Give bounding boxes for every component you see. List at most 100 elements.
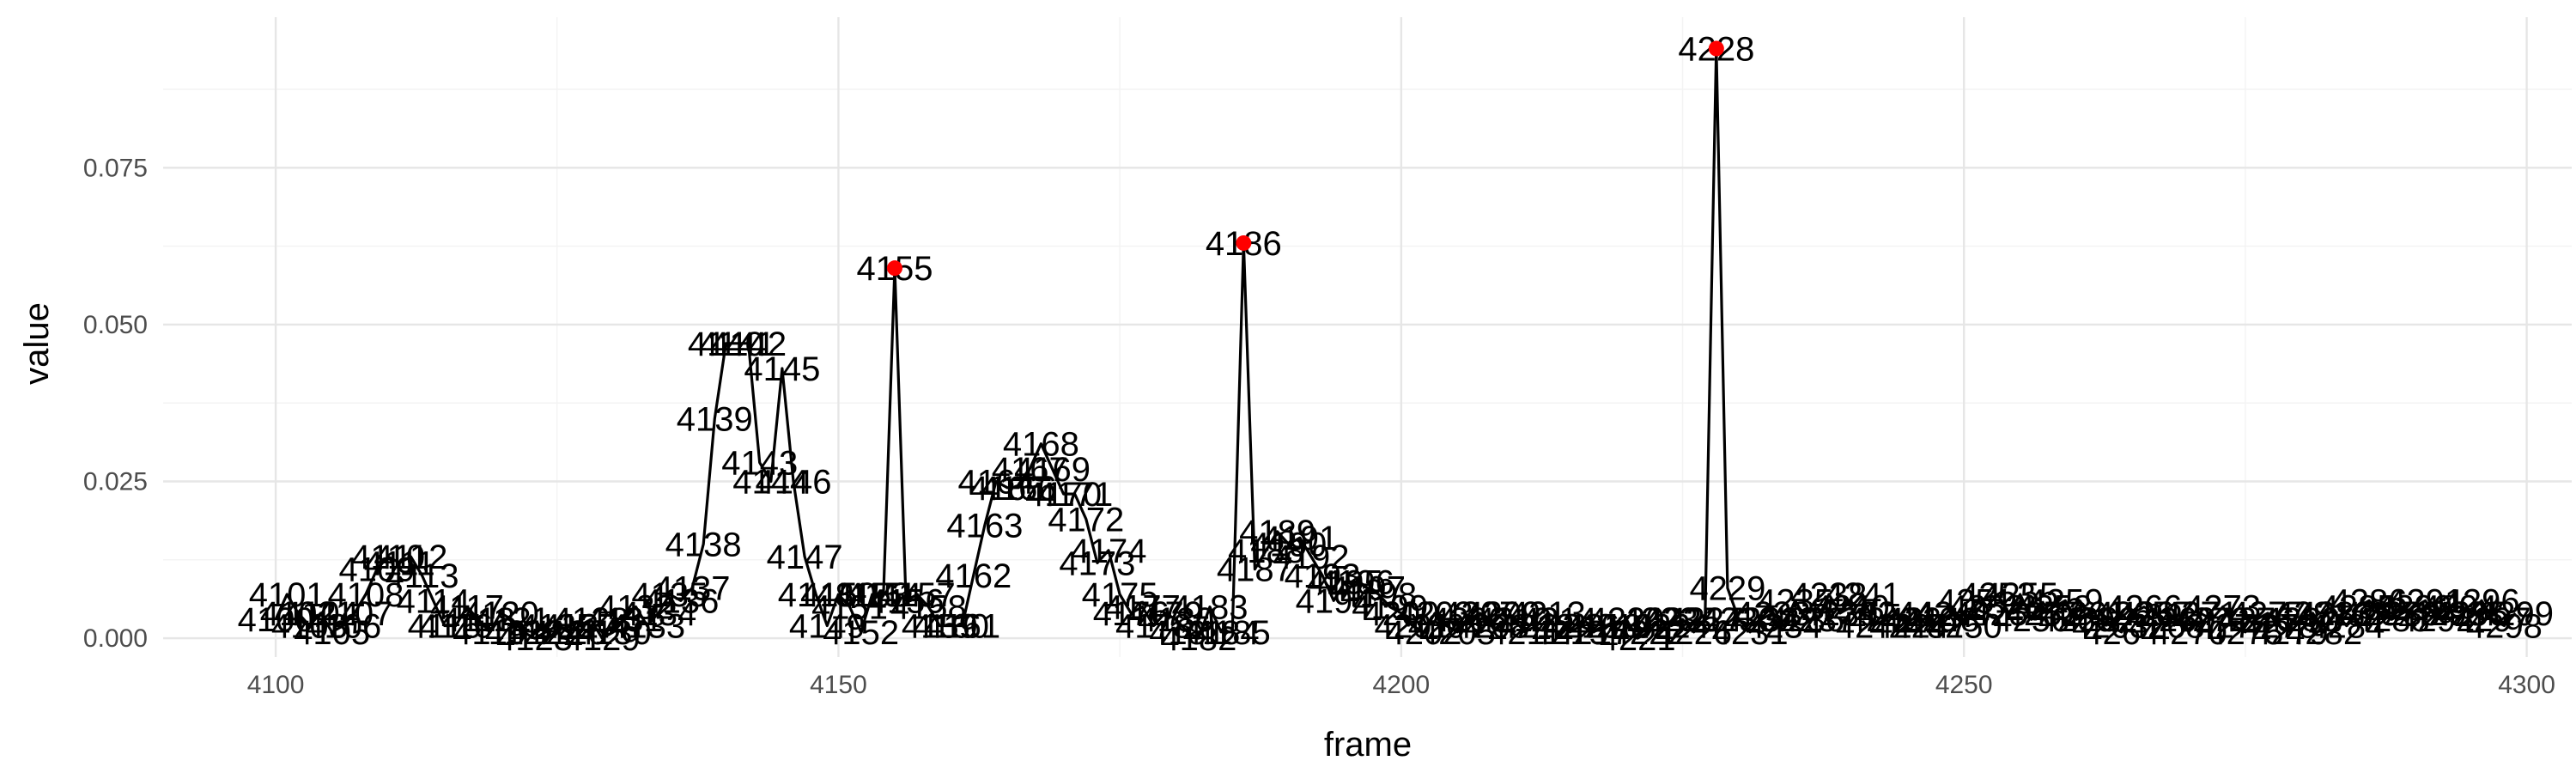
- point-label: 4268: [2129, 607, 2205, 645]
- point-label: 4189: [1239, 514, 1315, 551]
- point-label: 4100: [238, 601, 314, 639]
- point-label: 4247: [1892, 607, 1968, 645]
- point-label: 4183: [1172, 589, 1249, 627]
- point-label: 4119: [453, 614, 526, 652]
- point-label: 4220: [1588, 601, 1664, 639]
- point-label: 4154: [845, 576, 921, 614]
- point-label: 4214: [1521, 601, 1597, 639]
- point-label: 4230: [1701, 601, 1777, 639]
- point-label: 4178: [1115, 607, 1192, 645]
- point-label: 4132: [598, 589, 674, 627]
- x-tick-label: 4150: [810, 671, 867, 699]
- point-label: 4257: [2004, 595, 2081, 633]
- point-label: 4221: [1600, 620, 1676, 658]
- point-label: 4134: [620, 595, 696, 633]
- y-tick-label: 0.000: [83, 624, 148, 653]
- point-label: 4165: [969, 470, 1046, 508]
- point-label: 4213: [1510, 595, 1586, 633]
- point-label: 4198: [1340, 576, 1417, 614]
- point-label: 4239: [1802, 595, 1879, 633]
- point-label: 4195: [1307, 563, 1383, 601]
- point-label: 4196: [1318, 563, 1394, 601]
- point-label: 4148: [778, 576, 854, 614]
- point-label: 4277: [2230, 595, 2306, 633]
- point-label: 4117: [430, 589, 504, 627]
- point-label: 4153: [834, 576, 910, 614]
- point-label: 4125: [519, 607, 595, 645]
- point-label: 4284: [2308, 607, 2385, 645]
- point-label: 4129: [564, 620, 641, 658]
- point-label: 4231: [1712, 614, 1789, 652]
- point-label: 4164: [957, 463, 1034, 501]
- point-label: 4224: [1633, 607, 1710, 645]
- point-label: 4170: [1025, 476, 1102, 514]
- point-label: 4113: [385, 557, 459, 595]
- point-label: 4158: [890, 589, 967, 627]
- point-label: 4193: [1285, 557, 1361, 595]
- y-tick-label: 0.050: [83, 311, 148, 339]
- series: [274, 46, 2517, 640]
- point-label: 4152: [823, 614, 899, 652]
- point-label: 4187: [1217, 551, 1293, 589]
- point-label: 4181: [1149, 614, 1225, 652]
- point-label: 4191: [1261, 520, 1338, 557]
- point-label: 4232: [1723, 601, 1800, 639]
- point-label: 4263: [2072, 607, 2148, 645]
- point-label: 4175: [1082, 576, 1158, 614]
- point-label: 4110: [351, 539, 425, 576]
- x-axis-ticks: 4100 4150 4200 4250 4300: [247, 671, 2555, 699]
- point-label: 4131: [586, 601, 663, 639]
- point-label: 4194: [1296, 582, 1372, 620]
- point-label: 4215: [1532, 614, 1608, 652]
- point-label: 4147: [767, 539, 843, 576]
- point-label: 4173: [1059, 545, 1135, 582]
- point-label: 4141: [699, 326, 775, 363]
- point-label: 4146: [756, 463, 832, 501]
- point-label: 4253: [1959, 576, 2036, 614]
- point-label: 4266: [2105, 589, 2182, 627]
- point-label: 4199: [1352, 589, 1428, 627]
- point-label: 4168: [1003, 426, 1079, 464]
- point-label: 4104: [283, 595, 359, 633]
- point-label: 4184: [1183, 614, 1260, 652]
- point-label: 4207: [1442, 595, 1518, 633]
- point-label: 4254: [1971, 595, 2047, 633]
- point-label: 4283: [2297, 595, 2373, 633]
- y-axis-title: value: [18, 302, 56, 385]
- point-label: 4241: [1825, 576, 1901, 614]
- point-label: 4202: [1386, 614, 1462, 652]
- point-label: 4240: [1814, 589, 1890, 627]
- point-label: 4294: [2421, 589, 2497, 627]
- point-label: 4144: [732, 463, 809, 501]
- point-label: 4255: [1982, 576, 2058, 614]
- point-labels: 4100410141024103410441054106410741084109…: [238, 31, 2554, 659]
- point-label: 4246: [1880, 601, 1957, 639]
- point-label: 4112: [374, 539, 447, 576]
- point-label: 4167: [992, 451, 1068, 489]
- peak-point: [1708, 40, 1724, 57]
- point-label: 4279: [2252, 614, 2329, 652]
- point-label: 4258: [2016, 589, 2093, 627]
- point-label: 4219: [1577, 607, 1653, 645]
- point-label: 4176: [1093, 595, 1170, 633]
- point-label: 4149: [789, 607, 866, 645]
- point-label: 4163: [946, 508, 1023, 545]
- point-label: 4260: [2038, 601, 2115, 639]
- point-label: 4103: [271, 607, 348, 645]
- y-axis-ticks: 0.000 0.025 0.050 0.075: [83, 154, 148, 653]
- point-label: 4118: [441, 601, 515, 639]
- point-label: 4259: [2027, 582, 2104, 620]
- point-label: 4237: [1779, 601, 1856, 639]
- point-label: 4269: [2140, 601, 2216, 639]
- point-label: 4265: [2094, 595, 2171, 633]
- point-label: 4281: [2275, 595, 2351, 633]
- point-label: 4287: [2342, 595, 2419, 633]
- point-label: 4272: [2173, 601, 2250, 639]
- grid: [163, 17, 2572, 657]
- point-label: 4172: [1048, 501, 1124, 539]
- point-label: 4127: [541, 607, 617, 645]
- point-label: 4249: [1915, 595, 1991, 633]
- point-label: 4150: [800, 576, 877, 614]
- point-label: 4162: [935, 557, 1012, 595]
